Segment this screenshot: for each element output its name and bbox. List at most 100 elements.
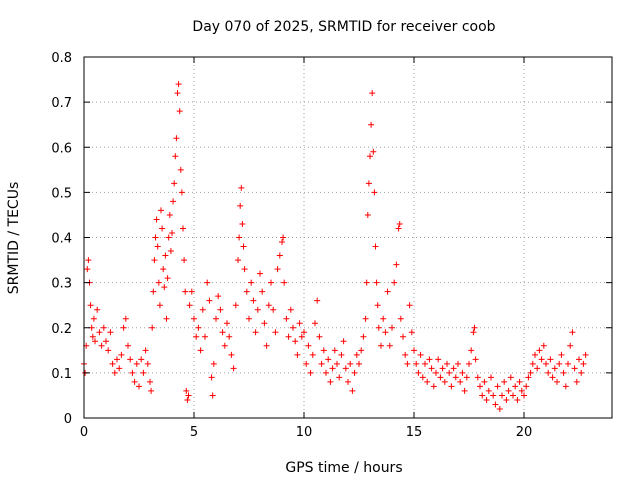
data-point [426,356,433,363]
data-point [466,360,472,367]
y-tick-label: 0.7 [51,96,72,111]
data-point [151,257,158,264]
data-point [516,378,523,385]
data-point [215,293,222,300]
data-point [172,153,179,160]
data-point [274,266,281,273]
data-point [371,189,378,196]
data-point [512,383,519,390]
data-point [393,261,400,268]
data-point [474,374,481,381]
data-point [446,369,453,376]
data-point [340,338,347,345]
data-point [90,315,97,322]
data-point [208,374,215,381]
data-point [268,279,274,286]
data-point [226,333,233,340]
data-point [316,333,323,340]
data-point [389,324,395,331]
data-point [494,383,501,390]
data-point [232,302,239,309]
data-point [176,108,183,115]
data-point [396,220,403,227]
data-point [578,369,585,376]
data-point [160,266,167,273]
data-point [362,315,369,322]
data-point [336,374,343,381]
data-point [98,342,105,349]
data-point [159,225,166,232]
data-point [565,360,571,367]
ticks-layer: 0 5 10 15 20 0 0.1 0.2 0.3 0.4 0.5 0.6 0.7 0.8 [51,51,612,440]
data-point [153,216,160,223]
data-point [437,374,444,381]
data-point [279,239,285,246]
data-point [183,387,190,394]
data-point [507,374,514,381]
data-point [314,297,321,304]
data-point [378,342,384,349]
data-point [406,302,413,309]
data-point [459,369,466,376]
data-point [395,225,402,232]
data-point [236,234,243,241]
data-point [272,329,279,336]
data-point [209,392,216,399]
data-point [503,396,510,403]
data-point [147,378,153,385]
data-point [428,365,435,372]
data-point [138,356,145,363]
data-point [527,369,534,376]
data-point [230,365,237,372]
data-point [411,347,417,354]
data-point [303,360,310,367]
data-point [252,329,259,336]
data-point [219,329,226,336]
data-point [363,279,370,286]
data-point [419,374,426,381]
data-point [105,347,112,354]
data-point [193,333,200,340]
data-point [501,378,508,385]
data-point [254,306,261,313]
data-point [558,351,565,358]
data-point [384,288,391,295]
data-point [169,229,175,236]
data-point [433,369,439,376]
data-point [360,333,367,340]
data-point [109,360,116,367]
data-point [259,288,266,295]
data-point [195,324,202,331]
data-point [370,148,377,155]
data-point [235,257,241,264]
data-point [543,360,549,367]
data-point [327,378,334,385]
data-point [131,378,138,385]
data-point [342,365,349,372]
data-point [404,360,411,367]
data-point [296,320,303,327]
data-point [228,351,235,358]
data-point [400,333,406,340]
data-point [181,257,188,264]
data-point [353,351,360,358]
data-point [155,279,162,286]
data-point [280,234,287,241]
data-point [285,333,292,340]
data-point [349,387,356,394]
data-point [144,360,151,367]
data-point [206,297,213,304]
data-point [305,342,312,349]
data-point [136,383,142,390]
data-point [560,369,567,376]
data-point [238,184,245,191]
data-point [175,81,182,88]
data-point [92,338,98,345]
data-point [94,306,101,313]
data-point [413,360,420,367]
data-point [452,374,459,381]
data-point [133,360,140,367]
data-point [345,378,351,385]
